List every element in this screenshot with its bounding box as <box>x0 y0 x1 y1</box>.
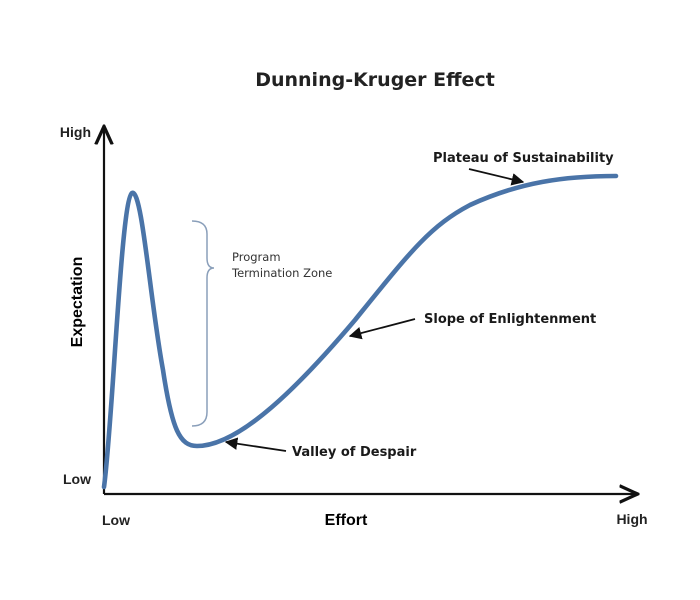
y-axis-low-label: Low <box>63 471 91 487</box>
y-axis-title: Expectation <box>69 257 86 348</box>
slope-label: Slope of Enlightenment <box>424 312 596 327</box>
x-axis-high-label: High <box>616 511 647 527</box>
chart-title: Dunning-Kruger Effect <box>255 69 495 91</box>
y-axis-high-label: High <box>60 124 91 140</box>
valley-label: Valley of Despair <box>292 445 417 460</box>
plateau-arrow <box>468 168 525 186</box>
x-axis-low-label: Low <box>102 512 130 528</box>
slope-arrow <box>348 318 416 340</box>
valley-arrow <box>224 437 287 452</box>
termination-zone-label-line1: Program <box>232 250 281 264</box>
dunning-kruger-curve <box>101 173 619 490</box>
x-axis-title: Effort <box>325 512 368 529</box>
termination-zone-label-line2: Termination Zone <box>231 266 332 280</box>
plateau-label: Plateau of Sustainability <box>433 151 614 166</box>
termination-zone-bracket <box>191 220 215 427</box>
